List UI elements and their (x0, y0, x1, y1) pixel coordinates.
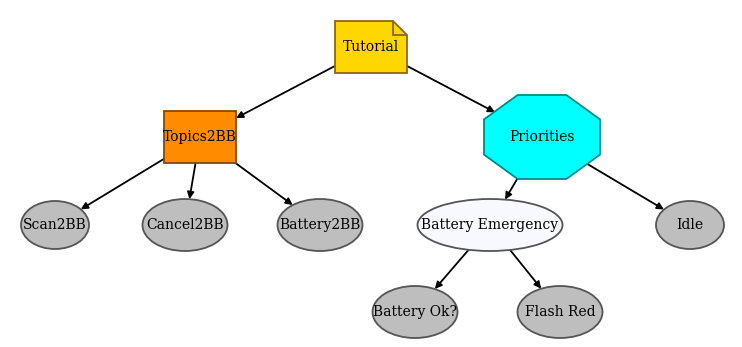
Ellipse shape (372, 286, 458, 338)
Ellipse shape (21, 201, 89, 249)
Text: Topics2BB: Topics2BB (163, 130, 237, 144)
Text: Battery Emergency: Battery Emergency (421, 218, 559, 232)
Polygon shape (484, 95, 600, 179)
Text: Idle: Idle (677, 218, 703, 232)
Polygon shape (335, 21, 407, 73)
Ellipse shape (656, 201, 724, 249)
Text: Battery2BB: Battery2BB (279, 218, 361, 232)
Text: Battery Ok?: Battery Ok? (373, 305, 457, 319)
Text: Cancel2BB: Cancel2BB (146, 218, 224, 232)
Text: Flash Red: Flash Red (525, 305, 595, 319)
FancyBboxPatch shape (164, 111, 236, 163)
Ellipse shape (517, 286, 603, 338)
Ellipse shape (278, 199, 363, 251)
Ellipse shape (142, 199, 228, 251)
Text: Scan2BB: Scan2BB (23, 218, 87, 232)
Ellipse shape (418, 199, 562, 251)
Text: Tutorial: Tutorial (343, 40, 399, 54)
Text: Priorities: Priorities (509, 130, 575, 144)
